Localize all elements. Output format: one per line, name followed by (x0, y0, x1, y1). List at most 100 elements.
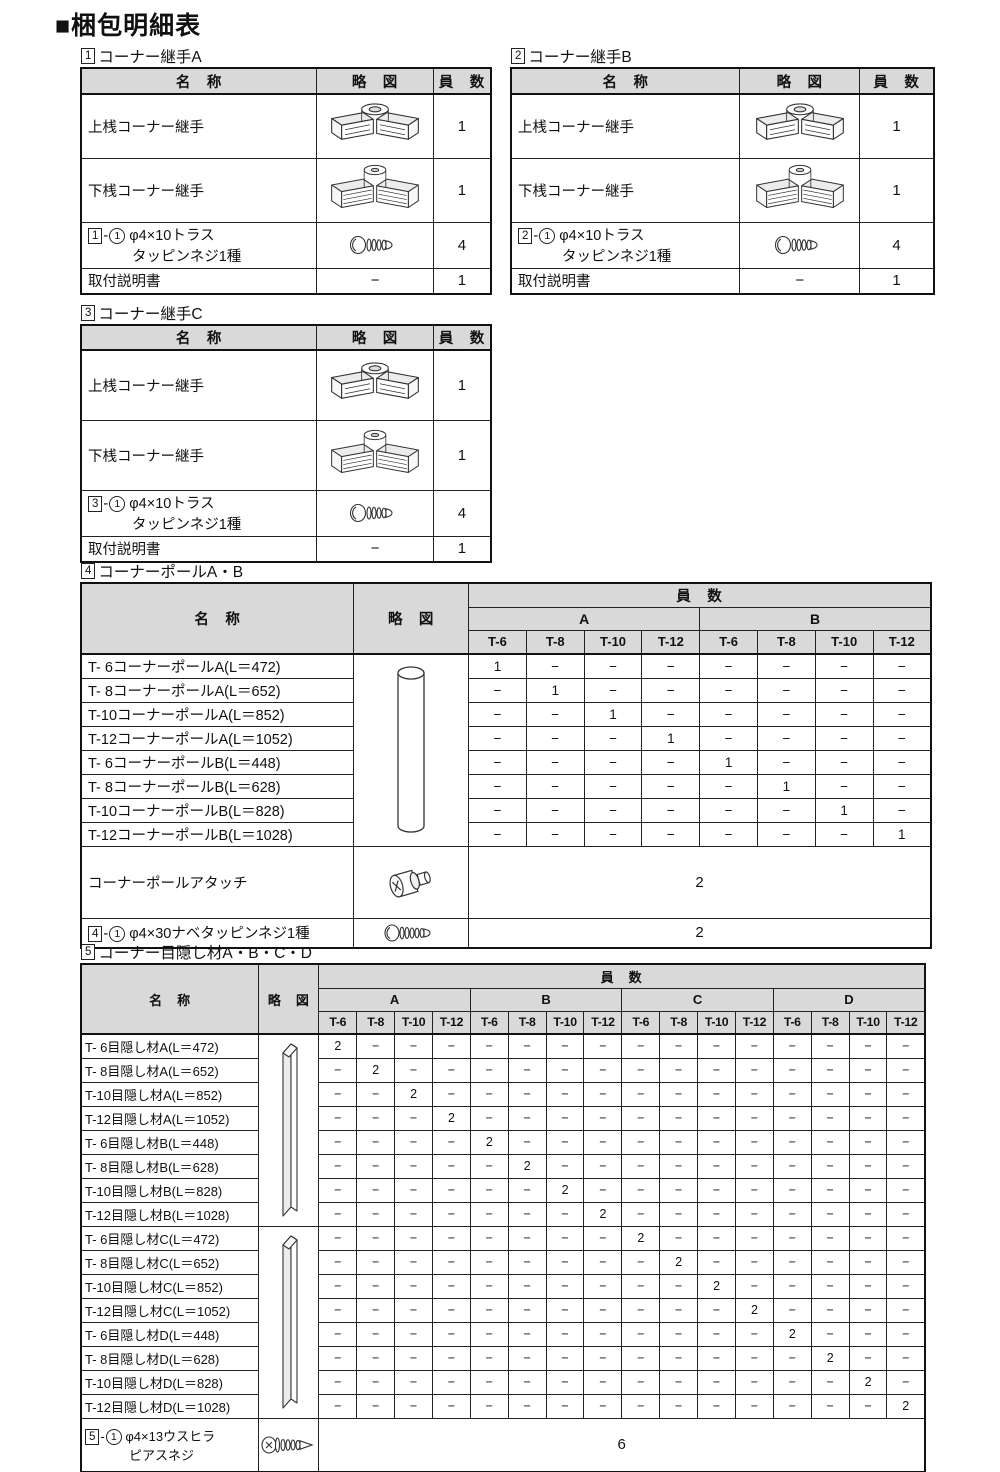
size-header: T-12 (872, 630, 932, 655)
value-cell: − (872, 749, 932, 775)
value-cell: − (810, 1081, 850, 1107)
value-cell: − (469, 1273, 509, 1299)
name-cell: T-10コーナーポールA(L＝852) (80, 701, 355, 727)
size-header: T-10 (814, 630, 874, 655)
value-cell: − (810, 1129, 850, 1155)
value-cell: − (545, 1369, 585, 1395)
value-cell: − (810, 1321, 850, 1347)
value-cell: − (621, 1345, 661, 1371)
sketch-cell: − (739, 267, 861, 295)
value-cell: − (886, 1369, 926, 1395)
prefix-separator: - (533, 228, 539, 244)
value-cell: − (886, 1345, 926, 1371)
value-cell: 2 (431, 1105, 471, 1131)
sketch-header: 略 図 (258, 963, 320, 1035)
value-cell: − (394, 1273, 433, 1299)
value-cell: 1 (525, 677, 585, 703)
value-cell: 2 (394, 1081, 433, 1107)
screw-truss-icon (741, 234, 859, 256)
value-cell: − (848, 1033, 888, 1059)
value-cell: − (394, 1249, 433, 1275)
value-cell: − (431, 1177, 471, 1203)
value-cell: − (848, 1249, 888, 1275)
table-row: 上桟コーナー継手 1 (510, 93, 935, 159)
corner-joint-lower-icon (318, 427, 433, 483)
value-cell: − (356, 1201, 396, 1227)
table-row: 5-1 φ4×13ウスヒラ ピアスネジ 6 (80, 1417, 926, 1472)
parts-table: 名 称略 図員 数上桟コーナー継手 1 下桟コーナー継手 1 1-1 φ4×10トラスタ… (80, 67, 492, 295)
value-cell: − (886, 1033, 926, 1059)
qty-header: 員 数 (318, 963, 926, 989)
value-cell: − (545, 1081, 585, 1107)
value-cell: − (525, 653, 585, 679)
value-cell: − (583, 1249, 623, 1275)
value-cell: − (469, 1225, 509, 1251)
name-cell: 2-1 φ4×10トラス タッピンネジ1種 (510, 221, 741, 269)
name-cell: T- 8コーナーポールB(L＝628) (80, 773, 355, 799)
qty-cell: 1 (432, 93, 492, 159)
value-cell: − (525, 797, 585, 823)
size-header: T-6 (772, 1010, 812, 1035)
value-cell: − (697, 1393, 736, 1419)
value-cell: − (872, 701, 932, 727)
parts-table: 名 称略 図員 数 A B T-6 T-8 T-10 T-12 T-6 T-8 T-10 T-12 T… (80, 582, 932, 949)
section-number: 5 (81, 943, 96, 960)
name-cell: T- 6目隠し材C(L＝472) (80, 1225, 260, 1251)
value-cell: − (318, 1105, 358, 1131)
value-cell: − (734, 1033, 774, 1059)
table-row: T-10目隠し材D(L＝828) − − − − − − − − − − − − − −2− (80, 1369, 926, 1395)
value-cell: − (659, 1201, 699, 1227)
value-cell: − (431, 1297, 471, 1323)
size-header: T-6 (468, 630, 527, 655)
no-sketch-dash: − (370, 271, 380, 289)
qty-cell: 1 (432, 157, 492, 223)
size-header: T-8 (810, 1010, 850, 1035)
value-cell: − (734, 1249, 774, 1275)
value-cell: − (772, 1177, 812, 1203)
part-name-line1: 4-1 φ4×30ナベタッピンネジ1種 (88, 922, 347, 943)
value-cell: 2 (469, 1129, 509, 1155)
value-cell: − (318, 1249, 358, 1275)
pole-attach-icon (355, 860, 468, 904)
sketch-cell (258, 1033, 320, 1227)
corner-joint-lower-icon (741, 162, 859, 218)
value-cell: − (872, 677, 932, 703)
value-cell: − (431, 1369, 471, 1395)
section-number: 3 (81, 304, 96, 321)
value-cell: − (356, 1081, 396, 1107)
size-header: T-8 (525, 630, 585, 655)
part-name: φ4×30ナベタッピンネジ1種 (129, 926, 310, 943)
value-cell: − (886, 1105, 926, 1131)
name-cell: T- 6コーナーポールA(L＝472) (80, 653, 355, 679)
pole-icon (355, 662, 468, 838)
value-cell: − (872, 653, 932, 679)
value-cell: − (356, 1153, 396, 1179)
value-cell: − (872, 797, 932, 823)
value-cell: − (468, 725, 527, 751)
value-cell: − (848, 1321, 888, 1347)
name-cell: T- 8目隠し材D(L＝628) (80, 1345, 260, 1371)
value-cell: − (734, 1345, 774, 1371)
name-cell: T-12コーナーポールB(L＝1028) (80, 821, 355, 847)
part-name-line1: 2-1 φ4×10トラス (518, 224, 733, 245)
size-header: T-6 (469, 1010, 509, 1035)
part-name: φ4×13ウスヒラ (125, 1428, 216, 1444)
value-cell: − (583, 1321, 623, 1347)
table-row: T-12目隠し材B(L＝1028) − − − − − − −2− − − − − − − − (80, 1201, 926, 1227)
value-cell: − (810, 1201, 850, 1227)
value-cell: − (772, 1129, 812, 1155)
value-cell: − (318, 1201, 358, 1227)
value-cell: − (356, 1345, 396, 1371)
corner-joint-upper-icon (318, 99, 433, 153)
value-cell: − (734, 1321, 774, 1347)
value-cell: − (697, 1105, 736, 1131)
value-cell: − (431, 1201, 471, 1227)
value-cell: − (525, 773, 585, 799)
value-cell: − (621, 1153, 661, 1179)
value-cell: − (734, 1369, 774, 1395)
table-row: 取付説明書 − 1 (80, 535, 492, 563)
value-cell: − (356, 1033, 396, 1059)
part-name: φ4×10トラス (129, 228, 215, 244)
size-header: T-8 (356, 1010, 396, 1035)
